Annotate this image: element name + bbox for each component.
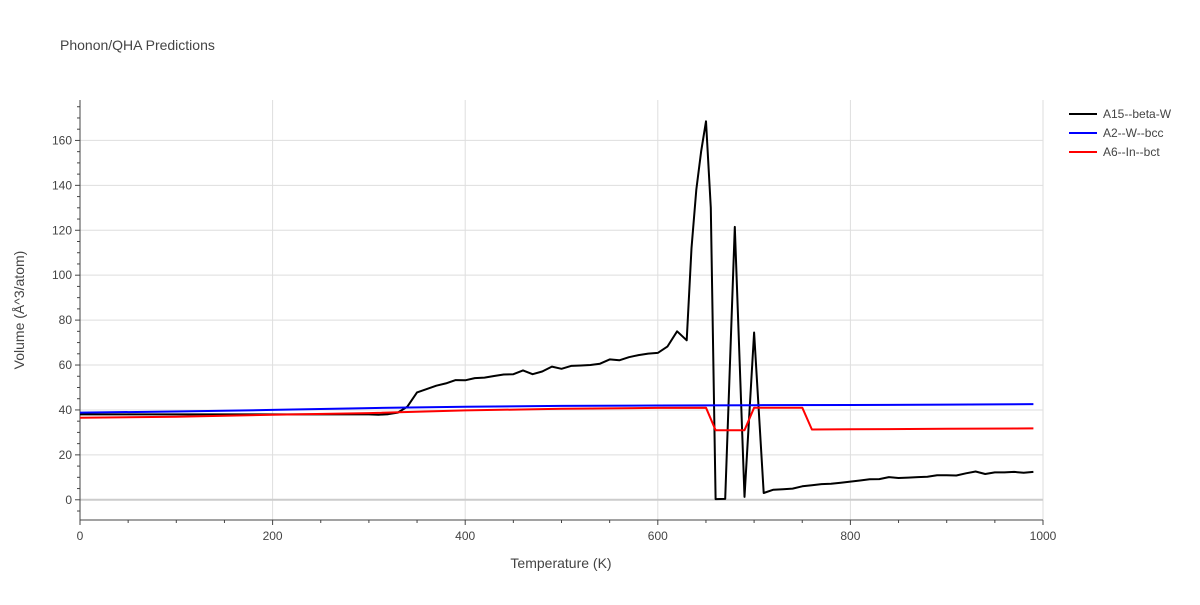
chart-title: Phonon/QHA Predictions <box>60 37 215 53</box>
x-tick-label: 200 <box>263 529 283 543</box>
y-axis-title: Volume (Å^3/atom) <box>11 251 27 370</box>
series-line-a2-w-bcc <box>79 403 1034 414</box>
series-line-a15-beta-w <box>80 120 1034 501</box>
grid <box>80 100 1044 520</box>
legend-label: A6--In--bct <box>1103 145 1160 159</box>
y-tick-label: 100 <box>52 268 72 282</box>
legend-item[interactable]: A15--beta-W <box>1069 107 1172 121</box>
y-tick-label: 120 <box>52 223 72 237</box>
x-tick-label: 400 <box>455 529 475 543</box>
x-tick-label: 1000 <box>1030 529 1057 543</box>
legend-item[interactable]: A6--In--bct <box>1069 145 1160 159</box>
plot-area <box>79 120 1034 501</box>
axes: 0 200 400 600 800 1000 0 20 40 60 80 100 120 140 160 <box>52 100 1057 543</box>
y-tick-label: 160 <box>52 133 72 147</box>
x-tick-label: 0 <box>77 529 84 543</box>
y-tick-label: 0 <box>65 493 72 507</box>
y-tick-label: 140 <box>52 178 72 192</box>
legend-item[interactable]: A2--W--bcc <box>1069 126 1163 140</box>
legend[interactable]: A15--beta-W A2--W--bcc A6--In--bct <box>1069 107 1172 159</box>
y-tick-label: 60 <box>59 358 73 372</box>
y-tick-label: 20 <box>59 448 73 462</box>
x-tick-label: 800 <box>840 529 860 543</box>
x-axis-title: Temperature (K) <box>510 555 611 571</box>
y-tick-label: 80 <box>59 313 73 327</box>
legend-label: A15--beta-W <box>1103 107 1172 121</box>
x-tick-label: 600 <box>648 529 668 543</box>
legend-label: A2--W--bcc <box>1103 126 1163 140</box>
series-line-a6-in-bct <box>79 406 1034 432</box>
y-tick-label: 40 <box>59 403 73 417</box>
